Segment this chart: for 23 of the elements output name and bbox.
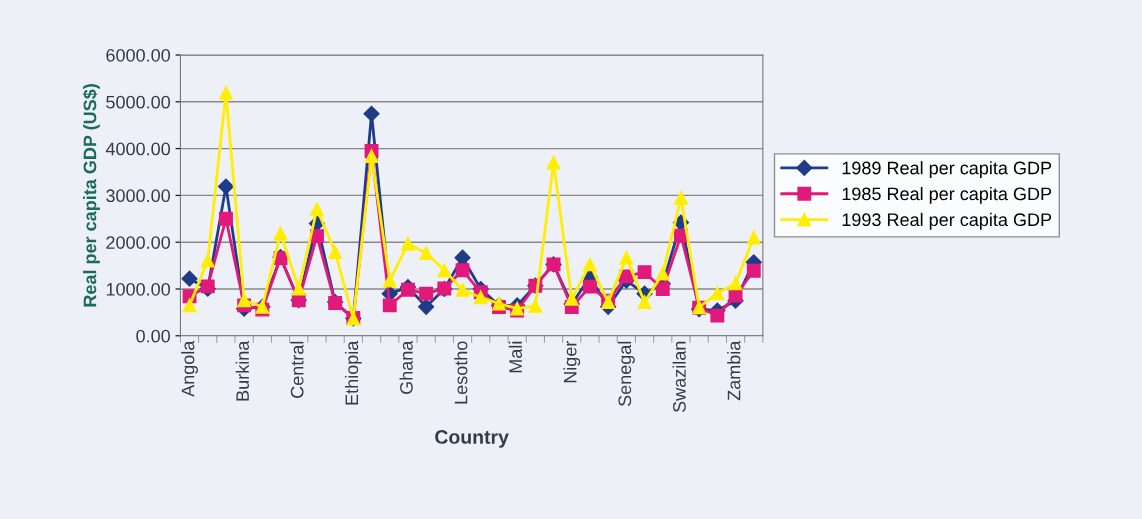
y-axis-title: Real per capita GDP (US$) bbox=[82, 84, 100, 307]
legend-label: 1993 Real per capita GDP bbox=[842, 212, 1052, 230]
y-tick-label: 2000.00 bbox=[106, 236, 171, 249]
x-tick-label: Ghana bbox=[399, 340, 413, 394]
x-tick-label: Central bbox=[290, 341, 304, 398]
x-tick-label: Ethiopia bbox=[344, 340, 362, 405]
y-tick-label: 4000.00 bbox=[105, 142, 171, 156]
y-tick-label: 5000.00 bbox=[106, 95, 171, 109]
x-tick-label: Mali bbox=[508, 341, 522, 373]
y-tick-label: 0.00 bbox=[136, 329, 171, 343]
legend-label: 1985 Real per capita GDP bbox=[842, 186, 1052, 204]
x-tick-label: Burkina bbox=[235, 340, 249, 401]
x-tick-label: Zambia bbox=[727, 340, 741, 401]
legend-label: 1989 Real per capita GDP bbox=[842, 161, 1052, 178]
x-tick-label: Lesotho bbox=[454, 341, 468, 404]
y-tick-label: 3000.00 bbox=[106, 189, 171, 203]
x-tick-label: Senegal bbox=[617, 341, 635, 407]
x-axis-title: Country bbox=[435, 430, 509, 448]
y-tick-label: 1000.00 bbox=[106, 282, 171, 296]
x-tick-label: Swazilan bbox=[672, 341, 686, 413]
x-tick-label: Niger bbox=[563, 340, 581, 383]
y-tick-label: 6000.00 bbox=[106, 48, 171, 62]
x-tick-label: Angola bbox=[181, 340, 198, 397]
